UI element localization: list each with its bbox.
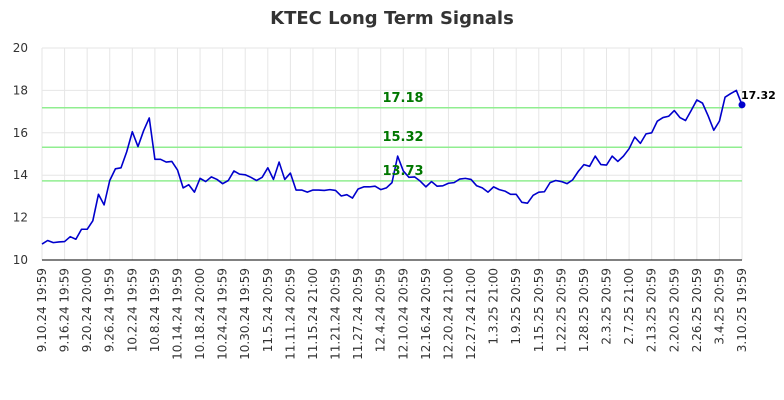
axis-layer: 10 12 14 16 18 20 9.10.24 19:59 9.16.24 19:59 9.… [13, 41, 749, 360]
chart-title: KTEC Long Term Signals [270, 8, 514, 29]
last-value-label: 17.32 [741, 89, 776, 102]
x-tick-label: 11.5.24 20:59 [261, 268, 275, 352]
x-tick-label: 11.21.24 20:59 [329, 268, 343, 360]
x-tick-label: 11.11.24 20:59 [283, 268, 297, 360]
reference-line-label: 13.73 [382, 164, 423, 179]
x-tick-label: 11.15.24 21:00 [306, 268, 320, 360]
x-tick-label: 11.27.24 20:59 [351, 268, 365, 360]
reference-line-label: 17.18 [382, 91, 423, 106]
x-tick-label: 10.2.24 19:59 [125, 268, 139, 352]
x-tick-label: 2.7.25 21:00 [622, 268, 636, 345]
x-tick-label: 10.14.24 19:59 [170, 268, 184, 360]
y-tick-label: 12 [13, 211, 28, 225]
x-tick-label: 9.10.24 19:59 [35, 268, 49, 352]
x-tick-label: 3.10.25 19:59 [735, 268, 749, 352]
x-tick-label: 1.22.25 20:59 [554, 268, 568, 352]
x-tick-label: 2.26.25 20:59 [690, 268, 704, 352]
x-tick-label: 1.28.25 20:59 [577, 268, 591, 352]
series-layer [41, 89, 746, 245]
x-tick-label: 12.4.24 20:59 [374, 268, 388, 352]
grid-layer [41, 47, 743, 261]
y-tick-label: 10 [13, 253, 28, 267]
last-point-marker [738, 101, 746, 109]
x-tick-label: 2.3.25 20:59 [600, 268, 614, 345]
price-series-line [41, 89, 743, 245]
x-tick-label: 9.16.24 19:59 [58, 268, 72, 352]
x-tick-label: 10.8.24 19:59 [148, 268, 162, 352]
y-tick-label: 20 [13, 41, 28, 55]
label-layer: 17.18 15.32 13.73 17.32 [382, 89, 775, 179]
y-tick-label: 14 [13, 168, 28, 182]
y-tick-label: 18 [13, 83, 28, 97]
x-tick-label: 12.16.24 20:59 [419, 268, 433, 360]
x-tick-label: 10.18.24 20:00 [193, 268, 207, 360]
y-tick-label: 16 [13, 126, 28, 140]
x-tick-label: 2.20.25 20:59 [667, 268, 681, 352]
x-tick-label: 1.3.25 21:00 [487, 268, 501, 345]
x-tick-label: 12.10.24 20:59 [396, 268, 410, 360]
x-tick-label: 12.20.24 21:00 [441, 268, 455, 360]
reference-line-label: 15.32 [382, 130, 423, 145]
x-tick-label: 12.27.24 21:00 [464, 268, 478, 360]
x-tick-label: 2.13.25 20:59 [645, 268, 659, 352]
x-tick-label: 9.20.24 20:00 [80, 268, 94, 352]
x-tick-label: 3.4.25 20:59 [712, 268, 726, 345]
x-tick-label: 9.26.24 19:59 [103, 268, 117, 352]
x-tick-label: 1.15.25 20:59 [532, 268, 546, 352]
x-tick-label: 10.30.24 19:59 [238, 268, 252, 360]
x-tick-label: 10.24.24 19:59 [216, 268, 230, 360]
x-tick-label: 1.9.25 20:59 [509, 268, 523, 345]
